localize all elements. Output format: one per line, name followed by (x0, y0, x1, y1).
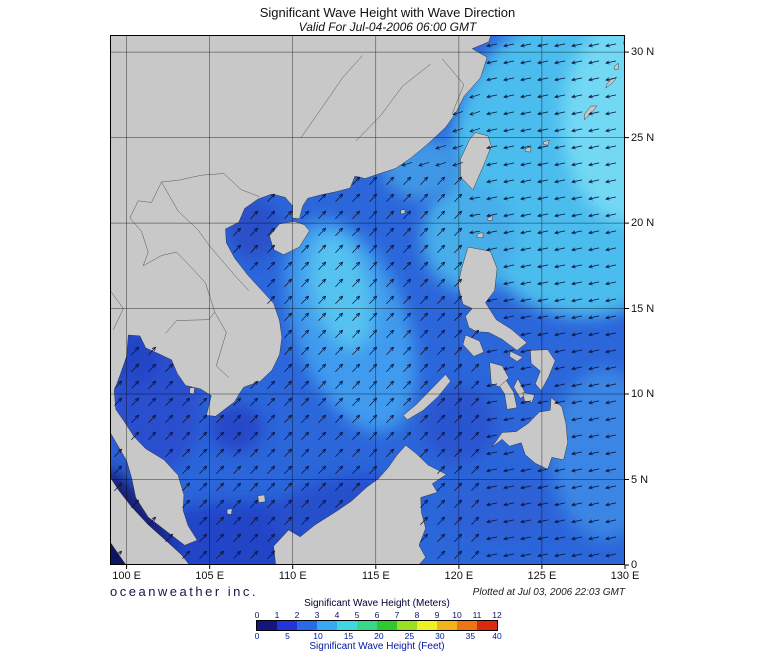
lat-tick-label: 25 N (631, 131, 655, 144)
colorbar-segment (377, 621, 397, 630)
colorbar-segment (277, 621, 297, 630)
legend-colorbar (256, 620, 498, 631)
meters-tick: 3 (314, 610, 320, 620)
colorbar-segment (477, 621, 497, 630)
plotted-timestamp: Plotted at Jul 03, 2006 22:03 GMT (472, 587, 625, 598)
feet-tick: 30 (435, 631, 445, 641)
colorbar-segment (417, 621, 437, 630)
colorbar-segment (397, 621, 417, 630)
lon-tick-label: 120 E (444, 570, 474, 582)
feet-tick: 5 (285, 631, 290, 641)
colorbar-segment (437, 621, 457, 630)
feet-tick: 15 (343, 631, 354, 641)
meters-tick: 10 (452, 610, 462, 620)
lon-tick-label: 105 E (195, 570, 225, 582)
colorbar-segment (297, 621, 317, 630)
meters-tick: 5 (354, 610, 360, 620)
meters-tick: 2 (294, 610, 300, 620)
lat-tick-label: 10 N (631, 388, 655, 401)
meters-tick: 11 (472, 610, 482, 620)
meters-tick: 8 (414, 610, 420, 620)
lon-tick-label: 130 E (610, 570, 640, 582)
meters-tick: 6 (374, 610, 380, 620)
meters-tick: 1 (274, 610, 280, 620)
lon-tick-label: 100 E (112, 570, 141, 582)
legend-feet-label: Significant Wave Height (Feet) (309, 641, 445, 652)
lat-tick-label: 0 (631, 559, 638, 571)
feet-tick: 35 (465, 631, 476, 641)
feet-tick: 25 (404, 631, 415, 641)
meters-tick: 0 (254, 610, 260, 620)
colorbar-segment (357, 621, 377, 630)
oceanweather-credit: oceanweather inc. (110, 584, 259, 599)
lat-tick-label: 15 N (631, 302, 655, 315)
feet-tick: 0 (254, 631, 260, 641)
meters-tick: 12 (492, 610, 502, 620)
map-svg (110, 35, 629, 569)
feet-tick: 40 (492, 631, 502, 641)
map-canvas (110, 35, 629, 569)
colorbar-segment (457, 621, 477, 630)
colorbar-segment (317, 621, 337, 630)
lat-tick-label: 20 N (631, 217, 655, 230)
page-title: Significant Wave Height with Wave Direct… (259, 5, 516, 20)
meters-tick: 4 (334, 610, 340, 620)
lon-tick-label: 110 E (278, 570, 307, 582)
lat-tick-label: 30 N (631, 46, 655, 59)
meters-tick: 9 (434, 610, 440, 620)
feet-tick: 20 (374, 631, 384, 641)
lon-tick-label: 125 E (527, 570, 557, 582)
legend-feet-ticks: 0 5 10 15 20 25 30 35 40 (250, 631, 504, 641)
colorbar-segment (337, 621, 357, 630)
colorbar-segment (257, 621, 277, 630)
feet-tick: 10 (313, 631, 323, 641)
legend-meters-ticks: 0 1 2 3 4 5 6 7 8 9 10 11 12 (250, 610, 504, 620)
legend-meters-label: Significant Wave Height (Meters) (304, 598, 450, 609)
meters-tick: 7 (394, 610, 400, 620)
lat-tick-label: 5 N (631, 473, 649, 486)
valid-time-subtitle: Valid For Jul-04-2006 06:00 GMT (298, 20, 477, 34)
lon-tick-label: 115 E (361, 570, 390, 582)
